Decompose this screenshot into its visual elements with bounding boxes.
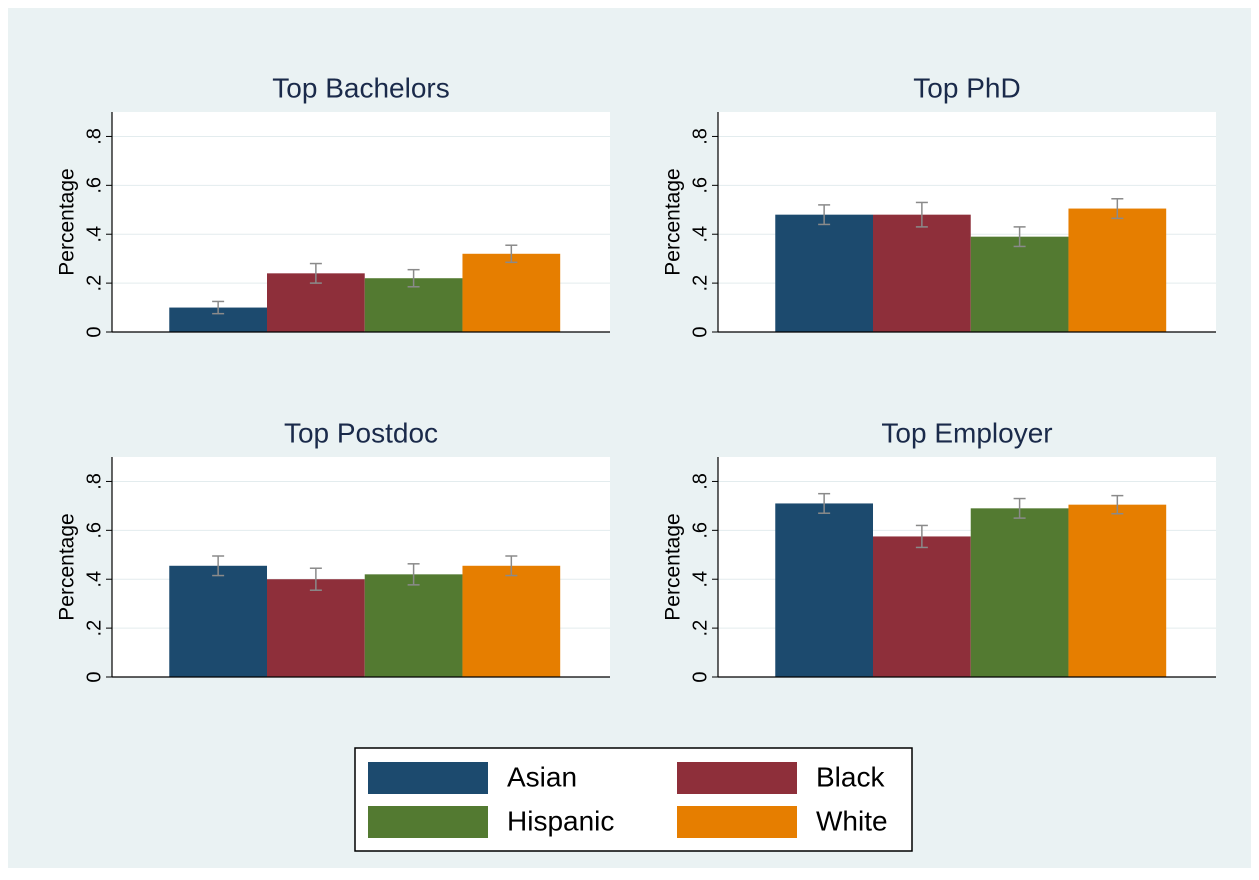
error-bar [1013, 497, 1026, 519]
bar [873, 536, 971, 677]
bar [364, 574, 463, 677]
bar [462, 565, 561, 677]
bar [1068, 504, 1167, 677]
bar [267, 579, 365, 677]
error-bar [212, 555, 225, 577]
legend-label: Hispanic [507, 805, 614, 836]
legend-swatch [677, 762, 797, 794]
error-bar [407, 563, 420, 586]
y-tick-label: .2 [83, 620, 105, 637]
y-tick-label: 0 [689, 671, 711, 682]
error-bar [309, 262, 322, 284]
error-bar [818, 492, 831, 514]
y-tick-label: .6 [689, 177, 711, 194]
y-tick-label: .8 [83, 128, 105, 145]
y-axis-label: Percentage [56, 168, 79, 275]
y-axis-label: Percentage [56, 513, 79, 620]
y-tick-label: .6 [83, 522, 105, 539]
error-bar [505, 555, 518, 577]
error-bar [1111, 198, 1124, 220]
bar [873, 214, 971, 332]
error-bar [915, 524, 928, 549]
legend-swatch [677, 806, 797, 838]
chart-title: Top Postdoc [284, 417, 438, 448]
y-tick-label: .4 [83, 226, 105, 243]
bar [462, 253, 561, 332]
y-tick-label: .2 [689, 620, 711, 637]
bar [169, 565, 268, 677]
chart-title: Top PhD [913, 72, 1020, 103]
bar [1068, 208, 1167, 332]
legend-swatch [368, 806, 488, 838]
y-axis-label: Percentage [662, 168, 685, 275]
chart-title: Top Bachelors [272, 72, 449, 103]
bar [970, 236, 1069, 332]
error-bar [309, 567, 322, 591]
y-tick-label: .6 [689, 522, 711, 539]
error-bar [1111, 494, 1124, 515]
legend-swatch [368, 762, 488, 794]
y-tick-label: .6 [83, 177, 105, 194]
y-tick-label: .2 [83, 275, 105, 292]
y-tick-label: .8 [689, 473, 711, 490]
bar [970, 508, 1069, 677]
bar [775, 503, 874, 677]
y-tick-label: .8 [83, 473, 105, 490]
y-tick-label: 0 [83, 671, 105, 682]
legend-label: White [816, 805, 888, 836]
y-tick-label: .4 [689, 226, 711, 243]
error-bar [1013, 226, 1026, 248]
error-bar [915, 201, 928, 228]
y-tick-label: .8 [689, 128, 711, 145]
y-tick-label: .4 [83, 571, 105, 588]
y-tick-label: 0 [83, 326, 105, 337]
error-bar [407, 268, 420, 288]
legend-label: Black [816, 761, 885, 792]
bar [775, 214, 874, 332]
y-tick-label: 0 [689, 326, 711, 337]
y-tick-label: .2 [689, 275, 711, 292]
chart-title: Top Employer [881, 417, 1052, 448]
error-bar [212, 300, 225, 315]
y-tick-label: .4 [689, 571, 711, 588]
legend-label: Asian [507, 761, 577, 792]
error-bar [505, 244, 518, 264]
y-axis-label: Percentage [662, 513, 685, 620]
error-bar [818, 204, 831, 226]
